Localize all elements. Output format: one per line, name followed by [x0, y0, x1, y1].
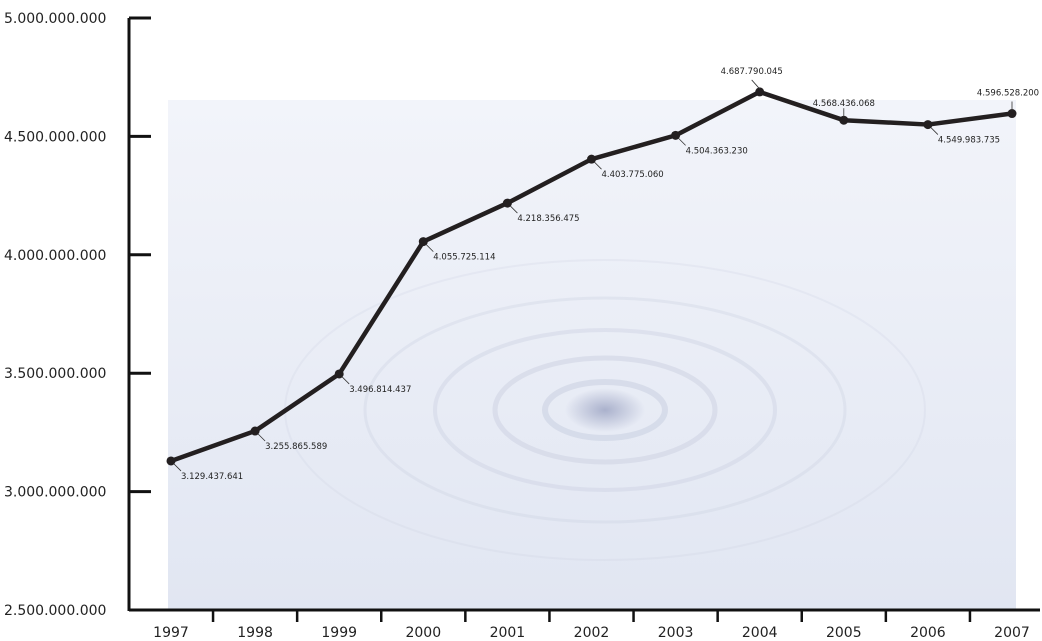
data-point	[755, 87, 765, 97]
x-tick-label: 2006	[910, 625, 946, 641]
data-point	[334, 369, 344, 379]
y-tick-label: 4.000.000.000	[4, 248, 106, 264]
data-label-leader	[930, 127, 939, 135]
water-drop	[565, 388, 645, 432]
x-tick-label: 2001	[490, 625, 526, 641]
data-point	[502, 198, 512, 208]
area-background	[168, 100, 1016, 610]
chart-axes: 5.000.000.000 4.500.000.000 4.000.000.000 3…	[4, 11, 1040, 641]
x-tick-label: 1999	[321, 625, 357, 641]
data-label: 4.549.983.735	[938, 136, 1000, 146]
data-label-leader	[173, 463, 182, 472]
ripple-ring	[542, 379, 668, 441]
ripple-ring	[433, 328, 777, 492]
data-label: 4.403.775.060	[602, 170, 664, 180]
data-label: 4.568.436.068	[813, 99, 875, 109]
x-tick-label: 2005	[826, 625, 862, 641]
data-label: 3.496.814.437	[349, 385, 411, 395]
x-tick-label: 2000	[405, 625, 441, 641]
data-label: 3.129.437.641	[181, 472, 243, 482]
x-tick-label: 1998	[237, 625, 273, 641]
data-label-leader	[257, 433, 266, 442]
data-point	[839, 115, 849, 125]
data-label: 4.504.363.230	[686, 146, 748, 156]
data-point	[166, 456, 176, 466]
data-point	[418, 237, 428, 247]
data-label-leader	[678, 138, 686, 146]
y-tick-label: 3.500.000.000	[4, 366, 106, 382]
data-label: 4.055.725.114	[433, 253, 495, 263]
data-label: 4.218.356.475	[517, 214, 579, 224]
y-tick-label: 5.000.000.000	[4, 11, 106, 27]
data-label: 4.596.528.200	[977, 89, 1039, 99]
water-ripple-background	[168, 100, 1016, 610]
x-tick-label: 2007	[994, 625, 1030, 641]
data-label: 4.687.790.045	[721, 67, 783, 77]
y-tick-label: 4.500.000.000	[4, 129, 106, 145]
data-labels: 3.129.437.641 3.255.865.589 3.496.814.437 4…	[173, 67, 1039, 482]
x-tick-label: 1997	[153, 625, 189, 641]
data-label-leader	[426, 244, 434, 252]
x-tick-label: 2002	[574, 625, 610, 641]
y-tick-label: 2.500.000.000	[4, 603, 106, 619]
data-point	[587, 154, 596, 164]
data-label-leader	[594, 161, 602, 170]
ripple-ring	[363, 296, 847, 524]
x-tick-label: 2003	[658, 625, 694, 641]
data-point	[1007, 109, 1017, 119]
data-label-leader	[510, 205, 518, 214]
data-label: 3.255.865.589	[265, 442, 327, 452]
data-label-leader	[751, 79, 760, 90]
data-label-leader	[341, 376, 350, 385]
data-point	[923, 120, 933, 130]
y-tick-label: 3.000.000.000	[4, 485, 106, 501]
x-tick-label: 2004	[742, 625, 778, 641]
data-point	[671, 130, 681, 140]
data-point	[250, 426, 260, 436]
ripple-ring	[492, 355, 718, 465]
data-series	[166, 87, 1017, 466]
